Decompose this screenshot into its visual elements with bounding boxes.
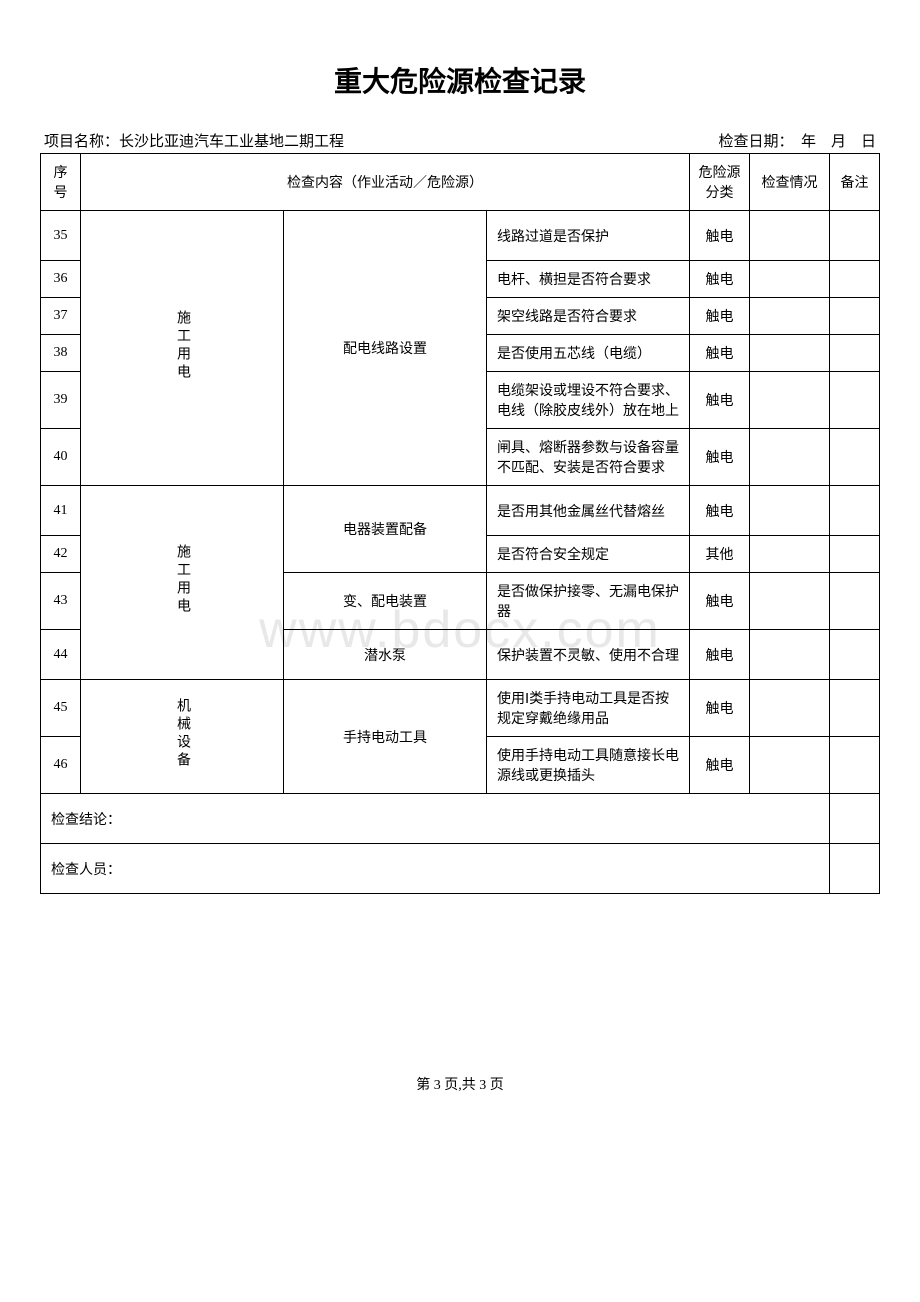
inspection-table: 序号 检查内容（作业活动／危险源） 危险源分类 检查情况 备注 35 施工用电 …: [40, 153, 880, 894]
header-content: 检查内容（作业活动／危险源）: [81, 154, 690, 211]
header-info: 项目名称：长沙比亚迪汽车工业基地二期工程 检查日期： 年 月 日: [40, 130, 880, 151]
cell-type: 触电: [690, 211, 750, 261]
cell-remark: [830, 335, 880, 372]
cell-content: 使用Ⅰ类手持电动工具是否按规定穿戴绝缘用品: [487, 680, 690, 737]
project-label: 项目名称：: [44, 134, 119, 150]
cell-content: 保护装置不灵敏、使用不合理: [487, 630, 690, 680]
cell-type: 触电: [690, 737, 750, 794]
cell-group1: 施工用电: [81, 211, 284, 486]
cell-seq: 35: [41, 211, 81, 261]
cell-remark: [830, 261, 880, 298]
cell-seq: 38: [41, 335, 81, 372]
cell-remark: [830, 486, 880, 536]
cell-status: [750, 261, 830, 298]
cell-seq: 43: [41, 573, 81, 630]
cell-seq: 40: [41, 429, 81, 486]
cell-type: 触电: [690, 486, 750, 536]
cell-remark: [830, 630, 880, 680]
cell-type: 触电: [690, 335, 750, 372]
cell-status: [750, 372, 830, 429]
cell-remark: [830, 680, 880, 737]
header-type: 危险源分类: [690, 154, 750, 211]
inspector-remark: [830, 844, 880, 894]
cell-content: 线路过道是否保护: [487, 211, 690, 261]
conclusion-remark: [830, 794, 880, 844]
cell-type: 其他: [690, 536, 750, 573]
cell-type: 触电: [690, 429, 750, 486]
cell-sub1: 配电线路设置: [284, 211, 487, 486]
page-footer: 第 3 页,共 3 页: [40, 1074, 880, 1094]
cell-content: 是否使用五芯线（电缆）: [487, 335, 690, 372]
inspector-row: 检查人员：: [41, 844, 880, 894]
group2-text: 机械设备: [172, 698, 192, 770]
cell-seq: 41: [41, 486, 81, 536]
cell-sub2: 电器装置配备: [284, 486, 487, 573]
cell-seq: 45: [41, 680, 81, 737]
cell-status: [750, 536, 830, 573]
cell-group1b: 施工用电: [81, 486, 284, 680]
cell-remark: [830, 372, 880, 429]
cell-content: 闸具、熔断器参数与设备容量不匹配、安装是否符合要求: [487, 429, 690, 486]
date-label: 检查日期：: [718, 134, 786, 150]
cell-seq: 39: [41, 372, 81, 429]
cell-status: [750, 680, 830, 737]
sub4-text: 潜水泵: [364, 649, 406, 664]
cell-sub3: 变、配电装置: [284, 573, 487, 630]
cell-remark: [830, 573, 880, 630]
cell-type: 触电: [690, 372, 750, 429]
table-row: 45 机械设备 手持电动工具 使用Ⅰ类手持电动工具是否按规定穿戴绝缘用品 触电: [41, 680, 880, 737]
page-title: 重大危险源检查记录: [40, 60, 880, 100]
date-value: 年 月 日: [801, 134, 876, 150]
inspector-cell: 检查人员：: [41, 844, 830, 894]
cell-status: [750, 429, 830, 486]
cell-seq: 37: [41, 298, 81, 335]
header-remark: 备注: [830, 154, 880, 211]
cell-content: 架空线路是否符合要求: [487, 298, 690, 335]
cell-content: 使用手持电动工具随意接长电源线或更换插头: [487, 737, 690, 794]
project-name: 长沙比亚迪汽车工业基地二期工程: [119, 134, 344, 150]
cell-status: [750, 486, 830, 536]
group1b-text: 施工用电: [172, 544, 192, 616]
sub3-text: 变、配电装置: [343, 595, 427, 610]
table-header-row: 序号 检查内容（作业活动／危险源） 危险源分类 检查情况 备注: [41, 154, 880, 211]
cell-remark: [830, 737, 880, 794]
cell-group2: 机械设备: [81, 680, 284, 794]
cell-type: 触电: [690, 573, 750, 630]
sub1-text: 配电线路设置: [343, 342, 427, 357]
cell-status: [750, 737, 830, 794]
table-row: 41 施工用电 电器装置配备 是否用其他金属丝代替熔丝 触电: [41, 486, 880, 536]
cell-seq: 36: [41, 261, 81, 298]
cell-status: [750, 573, 830, 630]
cell-status: [750, 298, 830, 335]
header-status: 检查情况: [750, 154, 830, 211]
cell-seq: 42: [41, 536, 81, 573]
cell-status: [750, 630, 830, 680]
table-row: 35 施工用电 配电线路设置 线路过道是否保护 触电: [41, 211, 880, 261]
cell-content: 是否用其他金属丝代替熔丝: [487, 486, 690, 536]
cell-type: 触电: [690, 630, 750, 680]
sub2-text: 电器装置配备: [343, 523, 427, 538]
cell-remark: [830, 429, 880, 486]
cell-type: 触电: [690, 298, 750, 335]
cell-seq: 46: [41, 737, 81, 794]
cell-remark: [830, 211, 880, 261]
cell-sub4: 潜水泵: [284, 630, 487, 680]
cell-seq: 44: [41, 630, 81, 680]
conclusion-cell: 检查结论：: [41, 794, 830, 844]
cell-content: 是否做保护接零、无漏电保护器: [487, 573, 690, 630]
sub5-text: 手持电动工具: [343, 731, 427, 746]
group1-text: 施工用电: [172, 310, 192, 382]
cell-type: 触电: [690, 261, 750, 298]
cell-sub5: 手持电动工具: [284, 680, 487, 794]
cell-remark: [830, 298, 880, 335]
conclusion-row: 检查结论：: [41, 794, 880, 844]
cell-content: 电杆、横担是否符合要求: [487, 261, 690, 298]
cell-content: 电缆架设或埋设不符合要求、电线（除胶皮线外）放在地上: [487, 372, 690, 429]
cell-remark: [830, 536, 880, 573]
cell-status: [750, 211, 830, 261]
cell-type: 触电: [690, 680, 750, 737]
header-seq: 序号: [41, 154, 81, 211]
cell-content: 是否符合安全规定: [487, 536, 690, 573]
cell-status: [750, 335, 830, 372]
